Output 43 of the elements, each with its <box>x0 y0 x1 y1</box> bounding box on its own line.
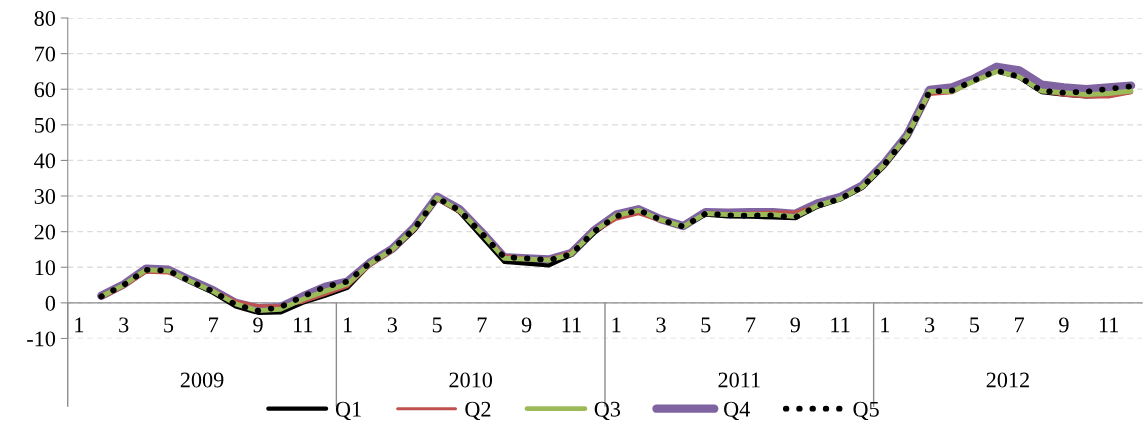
legend-label: Q1 <box>335 401 361 421</box>
legend-label: Q5 <box>853 401 879 421</box>
y-tick-label: 10 <box>35 260 56 276</box>
x-tick-label: 3 <box>119 317 129 333</box>
text: 2009 <box>180 372 224 388</box>
x-tick-label: 3 <box>656 317 666 333</box>
y-tick-label: 50 <box>35 117 56 133</box>
x-tick-label: 11 <box>831 317 850 333</box>
y-tick-label: 0 <box>45 295 56 311</box>
x-tick-label: 7 <box>477 317 487 333</box>
x-tick-label: 1 <box>343 317 352 333</box>
legend-label: Q2 <box>465 401 491 421</box>
x-tick-label: 5 <box>970 317 980 333</box>
text: 2012 <box>986 372 1029 388</box>
x-tick-label: 9 <box>521 317 532 333</box>
x-tick-label: 3 <box>925 317 935 333</box>
legend-label: Q3 <box>594 401 621 421</box>
y-tick-label: 60 <box>34 82 56 98</box>
x-tick-label: 9 <box>253 317 263 333</box>
y-tick-label: 40 <box>34 153 56 169</box>
x-tick-label: 1 <box>612 317 621 333</box>
text: 2010 <box>449 372 493 388</box>
y-tick-label: -10 <box>27 331 56 347</box>
x-tick-label: 3 <box>387 317 398 333</box>
x-tick-label: 5 <box>432 317 442 333</box>
x-tick-label: 9 <box>1059 317 1069 333</box>
x-tick-label: 1 <box>75 317 84 333</box>
x-tick-label: 7 <box>209 317 219 333</box>
x-tick-label: 5 <box>701 317 711 333</box>
y-tick-label: 20 <box>34 224 56 240</box>
text: 2011 <box>718 372 760 388</box>
x-tick-label: 7 <box>746 317 756 333</box>
legend-label: Q4 <box>724 401 750 421</box>
x-tick-label: 9 <box>790 317 800 333</box>
y-tick-label: 30 <box>34 188 56 204</box>
y-tick-label: 70 <box>35 46 56 62</box>
x-tick-label: 7 <box>1015 317 1025 333</box>
x-tick-label: 11 <box>562 317 581 333</box>
x-tick-label: 11 <box>294 317 313 333</box>
x-tick-label: 11 <box>1099 317 1119 333</box>
y-tick-label: 80 <box>34 10 56 26</box>
x-tick-label: 5 <box>164 317 174 333</box>
x-tick-label: 1 <box>881 317 890 333</box>
